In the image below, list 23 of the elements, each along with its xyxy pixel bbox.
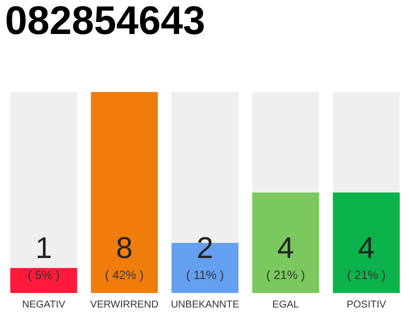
- bar: [252, 192, 320, 293]
- bar: [90, 92, 158, 293]
- annotation: ( 21% ): [346, 268, 386, 282]
- annotation: ( 42% ): [105, 268, 144, 282]
- bar: [10, 268, 78, 293]
- x-tick-label: NEGATIV: [22, 300, 66, 310]
- x-tick-label: POSITIV: [346, 300, 386, 310]
- bar: [10, 92, 78, 268]
- data-label: 4: [277, 232, 294, 265]
- data-label: 8: [116, 232, 133, 265]
- bar: [252, 92, 320, 192]
- data-label: 4: [358, 232, 375, 265]
- bar: [332, 192, 400, 293]
- annotation: ( 11% ): [186, 268, 224, 282]
- chart-title: 082854643: [5, 0, 206, 43]
- x-tick-label: EGAL: [272, 300, 300, 310]
- data-label: 1: [35, 232, 52, 265]
- x-tick-label: UNBEKANNTE: [170, 300, 240, 310]
- bar: [332, 92, 400, 192]
- x-tick-label: VERWIRREND: [90, 300, 158, 310]
- annotation: ( 21% ): [266, 268, 305, 282]
- data-label: 2: [196, 232, 214, 265]
- annotation: ( 5% ): [28, 268, 60, 282]
